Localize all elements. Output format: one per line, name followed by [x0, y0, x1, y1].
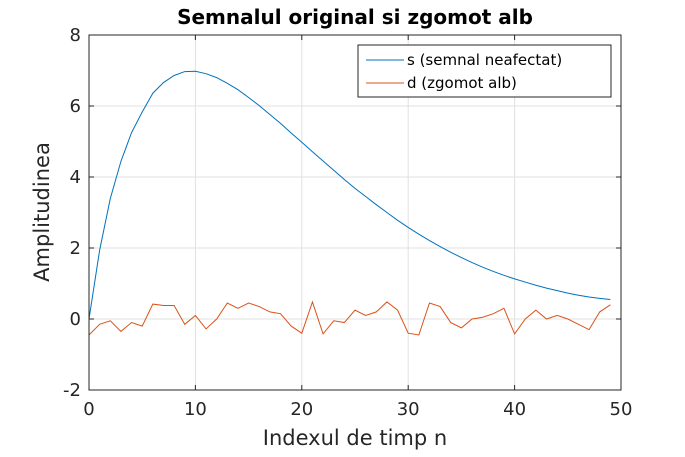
- series-line-s: [88, 70, 611, 320]
- y-tick-label: 8: [70, 25, 81, 46]
- x-axis-label: Indexul de timp n: [263, 426, 447, 450]
- x-tick-label: 30: [397, 399, 420, 420]
- legend-box: [357, 44, 612, 98]
- y-tick-label: 2: [70, 238, 81, 259]
- y-axis-label: Amplitudinea: [30, 142, 54, 282]
- series-line-d: [88, 300, 611, 336]
- chart-title: Semnalul original si zgomot alb: [177, 5, 533, 29]
- x-tick-label: 40: [503, 399, 526, 420]
- legend-label-s: s (semnal neafectat): [407, 51, 562, 69]
- legend-label-d: d (zgomot alb): [407, 74, 517, 92]
- y-tick-label: 4: [70, 167, 81, 188]
- plot-frame: [88, 34, 622, 391]
- y-tick-label: -2: [63, 380, 81, 401]
- x-tick-label: 0: [83, 399, 94, 420]
- y-tick-label: 0: [70, 309, 81, 330]
- x-tick-label: 50: [610, 399, 633, 420]
- series-lines: [88, 70, 611, 336]
- x-tick-label: 20: [290, 399, 313, 420]
- x-tick-label: 10: [184, 399, 207, 420]
- y-tick-label: 6: [70, 96, 81, 117]
- legend: s (semnal neafectat) d (zgomot alb): [357, 44, 612, 98]
